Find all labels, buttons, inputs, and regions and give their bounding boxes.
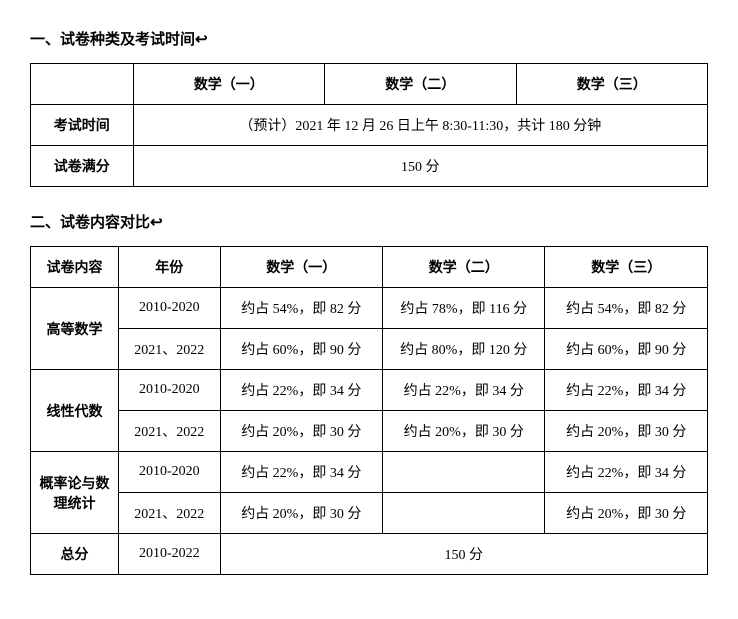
table-content-compare: 试卷内容 年份 数学（一） 数学（二） 数学（三） 高等数学 2010-2020… [30,246,708,575]
cell-m2 [383,493,545,534]
cell-m3: 约占 54%，即 82 分 [545,288,708,329]
row-label-score: 试卷满分 [31,146,134,187]
table-row: 2021、2022 约占 60%，即 90 分 约占 80%，即 120 分 约… [31,329,708,370]
table-row: 总分 2010-2022 150 分 [31,534,708,575]
table-row: 2021、2022 约占 20%，即 30 分 约占 20%，即 30 分 [31,493,708,534]
cell-m3: 约占 22%，即 34 分 [545,452,708,493]
table-row: 考试时间 （预计）2021 年 12 月 26 日上午 8:30-11:30，共… [31,105,708,146]
header-m3: 数学（三） [545,247,708,288]
row-label-time: 考试时间 [31,105,134,146]
cell-total: 150 分 [220,534,707,575]
cell-year: 2010-2020 [119,370,221,411]
cell-year: 2010-2022 [119,534,221,575]
header-year: 年份 [119,247,221,288]
cell-m3: 约占 20%，即 30 分 [545,411,708,452]
header-math1: 数学（一） [133,64,324,105]
subject-linear: 线性代数 [31,370,119,452]
cell-m3: 约占 60%，即 90 分 [545,329,708,370]
cell-m1: 约占 60%，即 90 分 [220,329,382,370]
cell-year: 2021、2022 [119,493,221,534]
cell-m3: 约占 20%，即 30 分 [545,493,708,534]
cell-m2: 约占 22%，即 34 分 [383,370,545,411]
table-exam-time: 数学（一） 数学（二） 数学（三） 考试时间 （预计）2021 年 12 月 2… [30,63,708,187]
section1-title: 一、试卷种类及考试时间↩ [30,28,708,49]
cell-m2: 约占 78%，即 116 分 [383,288,545,329]
row-value-score: 150 分 [133,146,707,187]
header-m2: 数学（二） [383,247,545,288]
cell-m1: 约占 54%，即 82 分 [220,288,382,329]
subject-total: 总分 [31,534,119,575]
row-value-time: （预计）2021 年 12 月 26 日上午 8:30-11:30，共计 180… [133,105,707,146]
cell-m1: 约占 22%，即 34 分 [220,370,382,411]
header-math2: 数学（二） [325,64,516,105]
cell-year: 2010-2020 [119,452,221,493]
cell-year: 2021、2022 [119,329,221,370]
section2-title: 二、试卷内容对比↩ [30,211,708,232]
cell-year: 2021、2022 [119,411,221,452]
cell-m2: 约占 20%，即 30 分 [383,411,545,452]
table-row: 试卷内容 年份 数学（一） 数学（二） 数学（三） [31,247,708,288]
cell-m2 [383,452,545,493]
cell-m1: 约占 20%，即 30 分 [220,493,382,534]
subject-advmath: 高等数学 [31,288,119,370]
cell-m1: 约占 22%，即 34 分 [220,452,382,493]
cell-year: 2010-2020 [119,288,221,329]
table-row: 试卷满分 150 分 [31,146,708,187]
table-row: 高等数学 2010-2020 约占 54%，即 82 分 约占 78%，即 11… [31,288,708,329]
cell-m3: 约占 22%，即 34 分 [545,370,708,411]
cell-m2: 约占 80%，即 120 分 [383,329,545,370]
table-row: 2021、2022 约占 20%，即 30 分 约占 20%，即 30 分 约占… [31,411,708,452]
header-m1: 数学（一） [220,247,382,288]
header-math3: 数学（三） [516,64,707,105]
subject-prob: 概率论与数理统计 [31,452,119,534]
header-content: 试卷内容 [31,247,119,288]
cell-m1: 约占 20%，即 30 分 [220,411,382,452]
table-row: 数学（一） 数学（二） 数学（三） [31,64,708,105]
table-row: 概率论与数理统计 2010-2020 约占 22%，即 34 分 约占 22%，… [31,452,708,493]
table-row: 线性代数 2010-2020 约占 22%，即 34 分 约占 22%，即 34… [31,370,708,411]
header-blank [31,64,134,105]
